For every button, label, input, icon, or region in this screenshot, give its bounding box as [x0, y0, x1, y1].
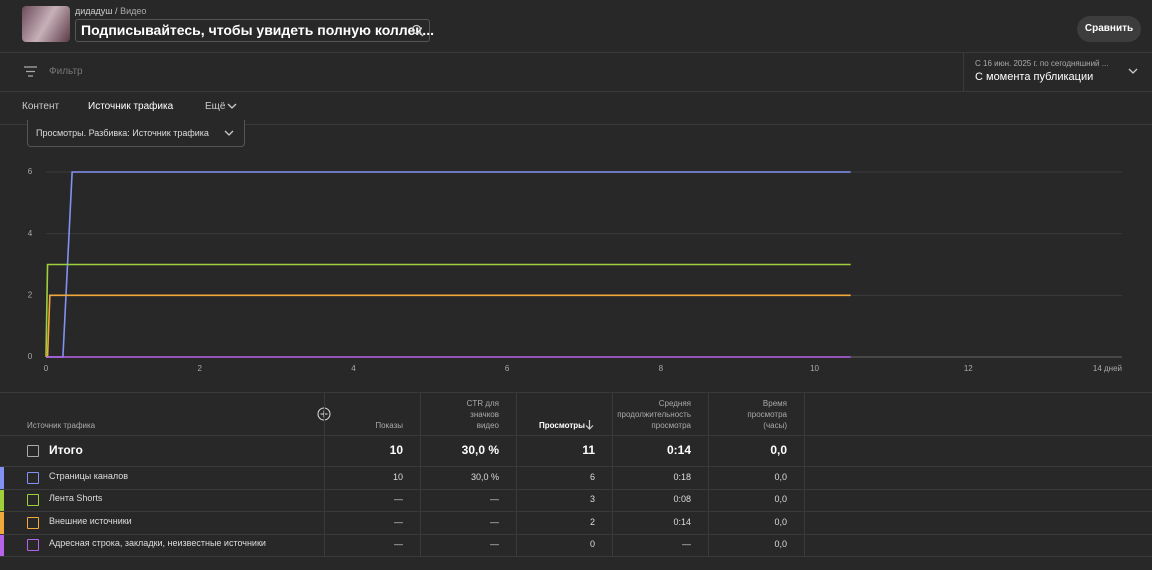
- title-box[interactable]: Подписывайтесь, чтобы увидеть полную кол…: [75, 19, 434, 42]
- y-tick-label: 0: [28, 352, 33, 361]
- row-label: Страницы каналов: [49, 470, 129, 481]
- cell: —: [394, 539, 403, 549]
- row-divider: [0, 435, 1152, 436]
- cell: 0,0: [770, 442, 787, 457]
- x-tick-label: 0: [44, 364, 49, 373]
- cell: —: [490, 516, 499, 527]
- period-select[interactable]: С момента публикации: [975, 71, 1094, 83]
- row-divider: [0, 534, 1152, 535]
- cell: —: [490, 539, 499, 549]
- cell: 0,0: [774, 494, 787, 504]
- cell: 11: [582, 442, 595, 457]
- cell: 30,0 %: [461, 442, 499, 457]
- series-line: [45, 263, 851, 358]
- cell: 10: [392, 471, 403, 482]
- column-divider: [324, 392, 325, 556]
- chart: 0 2 4 6 0 2 4 6 8 10 12 14 дней: [28, 167, 1122, 373]
- x-tick-label: 4: [351, 364, 356, 373]
- series-line: [46, 294, 851, 358]
- cell: 0:14: [666, 442, 691, 457]
- cell: 0: [589, 539, 595, 549]
- metric-select[interactable]: Просмотры. Разбивка: Источник трафика: [27, 120, 245, 147]
- tab[interactable]: Контент: [22, 101, 60, 112]
- date-range[interactable]: С 16 июн. 2025 г. по сегодняшний ...: [975, 59, 1109, 68]
- row-label: Внешние источники: [49, 515, 132, 526]
- y-tick-label: 2: [28, 290, 33, 299]
- separator: /: [115, 6, 118, 16]
- cell: 10: [389, 442, 403, 457]
- column-header[interactable]: Показы: [375, 421, 403, 430]
- row-color-bar: [0, 535, 4, 556]
- cell: —: [682, 539, 691, 549]
- avatar[interactable]: [22, 6, 70, 42]
- row-divider: [0, 489, 1152, 490]
- breadcrumb: дидадуш / Видео: [75, 6, 146, 16]
- tab-more[interactable]: Ещё: [205, 101, 226, 112]
- row-color-bar: [0, 467, 4, 489]
- x-tick-label: 2: [197, 364, 202, 373]
- video-title: Подписывайтесь, чтобы увидеть полную кол…: [81, 22, 434, 38]
- cell: 0,0: [774, 539, 787, 549]
- x-tick-label: 10: [810, 364, 819, 373]
- x-tick-label: 14 дней: [1093, 364, 1122, 373]
- column-divider: [612, 392, 613, 556]
- checkbox[interactable]: [27, 516, 39, 529]
- cell: 0:08: [673, 494, 691, 504]
- tab-active[interactable]: Источник трафика: [88, 101, 174, 112]
- cell: 6: [589, 471, 595, 482]
- column-header[interactable]: Время просмотра (часы): [747, 399, 787, 430]
- cell: 0,0: [774, 516, 787, 527]
- cell: —: [490, 494, 499, 504]
- search-icon: [411, 24, 424, 37]
- column-divider: [420, 392, 421, 556]
- row-divider: [0, 556, 1152, 557]
- channel-link[interactable]: дидадуш: [75, 6, 113, 16]
- y-tick-label: 6: [28, 167, 33, 176]
- cell: 3: [589, 494, 595, 504]
- cell: 2: [589, 516, 595, 527]
- cell: 0:14: [673, 516, 691, 527]
- row-label: Адресная строка, закладки, неизвестные и…: [49, 538, 266, 548]
- divider: [963, 53, 964, 91]
- checkbox[interactable]: [27, 494, 39, 506]
- cell: —: [394, 494, 403, 504]
- row-divider: [0, 511, 1152, 512]
- checkbox[interactable]: [27, 539, 39, 551]
- row-label: Итого: [49, 442, 83, 457]
- filter-input[interactable]: Фильтр: [49, 66, 83, 77]
- chevron[interactable]: [1128, 68, 1138, 75]
- column-divider: [708, 392, 709, 556]
- metric-label: Просмотры. Разбивка: Источник трафика: [36, 128, 209, 138]
- sort-icon: [585, 420, 594, 430]
- chevron: [227, 103, 237, 109]
- compare-button[interactable]: Сравнить: [1077, 16, 1141, 42]
- cell: —: [394, 516, 403, 527]
- column-header[interactable]: CTR для значков видео: [466, 399, 499, 430]
- y-tick-label: 4: [28, 229, 33, 238]
- column-header[interactable]: Средняя продолжительность просмотра: [617, 399, 691, 430]
- x-tick-label: 8: [659, 364, 664, 373]
- cell: 0:18: [673, 471, 691, 482]
- row-color-bar: [0, 490, 4, 511]
- cell: 0,0: [774, 471, 787, 482]
- column-header[interactable]: Источник трафика: [27, 421, 96, 430]
- row-color-bar: [0, 512, 4, 534]
- checkbox[interactable]: [27, 471, 39, 484]
- x-tick-label: 12: [964, 364, 973, 373]
- chevron: [224, 130, 234, 136]
- row-divider: [0, 466, 1152, 467]
- filter-icon[interactable]: [24, 66, 37, 77]
- x-tick-label: 6: [505, 364, 510, 373]
- section-link[interactable]: Видео: [120, 6, 147, 16]
- column-header[interactable]: Просмотры: [538, 421, 585, 430]
- column-divider: [804, 392, 805, 556]
- column-divider: [516, 392, 517, 556]
- checkbox[interactable]: [27, 444, 39, 457]
- row-label: Лента Shorts: [49, 493, 103, 503]
- cell: 30,0 %: [470, 471, 499, 482]
